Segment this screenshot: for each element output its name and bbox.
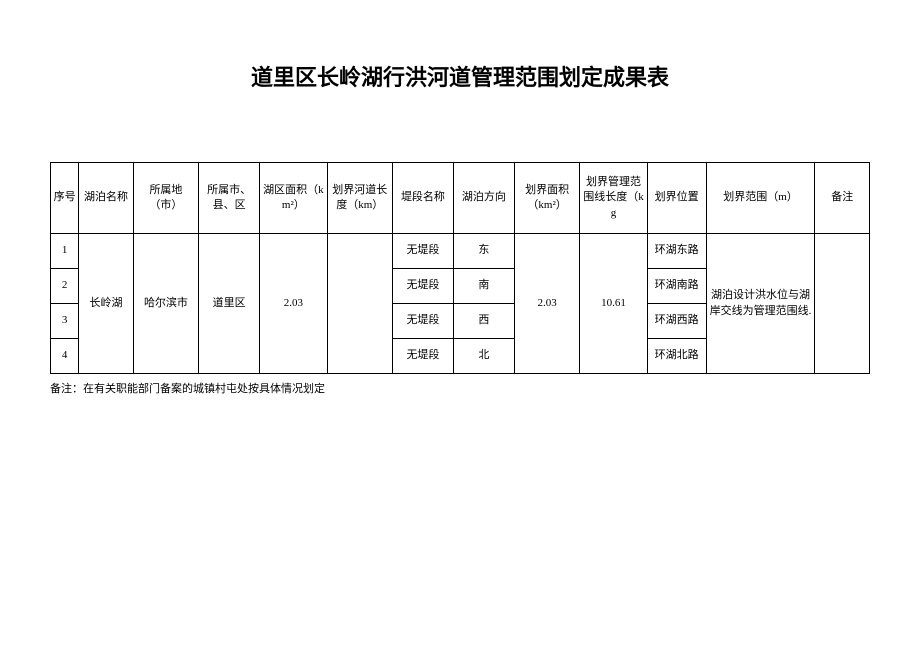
col-lake-area: 湖区面积（km²） xyxy=(260,163,328,234)
cell-city: 哈尔滨市 xyxy=(133,234,198,374)
page-title: 道里区长岭湖行洪河道管理范围划定成果表 xyxy=(50,60,870,92)
cell-direction: 南 xyxy=(453,269,514,304)
footer-note: 备注：在有关职能部门备案的城镇村屯处按具体情况划定 xyxy=(50,380,870,396)
cell-seq: 1 xyxy=(51,234,79,269)
cell-direction: 西 xyxy=(453,304,514,339)
cell-seg-name: 无堤段 xyxy=(392,269,453,304)
cell-seg-name: 无堤段 xyxy=(392,304,453,339)
cell-direction: 东 xyxy=(453,234,514,269)
table-header-row: 序号 湖泊名称 所属地（市） 所属市、县、区 湖区面积（km²） 划界河道长度（… xyxy=(51,163,870,234)
cell-boundary-area: 2.03 xyxy=(514,234,579,374)
results-table: 序号 湖泊名称 所属地（市） 所属市、县、区 湖区面积（km²） 划界河道长度（… xyxy=(50,162,870,374)
cell-direction: 北 xyxy=(453,339,514,374)
cell-position: 环湖西路 xyxy=(647,304,706,339)
col-note: 备注 xyxy=(815,163,870,234)
col-lake-name: 湖泊名称 xyxy=(79,163,133,234)
col-direction: 湖泊方向 xyxy=(453,163,514,234)
cell-river-len xyxy=(327,234,392,374)
cell-lake-area: 2.03 xyxy=(260,234,328,374)
cell-seq: 3 xyxy=(51,304,79,339)
cell-position: 环湖南路 xyxy=(647,269,706,304)
cell-position: 环湖东路 xyxy=(647,234,706,269)
cell-range: 湖泊设计洪水位与湖岸交线为管理范围线. xyxy=(706,234,815,374)
col-city: 所属地（市） xyxy=(133,163,198,234)
col-river-len: 划界河道长度（km） xyxy=(327,163,392,234)
col-county: 所属市、县、区 xyxy=(199,163,260,234)
cell-seg-name: 无堤段 xyxy=(392,234,453,269)
cell-county: 道里区 xyxy=(199,234,260,374)
col-boundary-len: 划界管理范围线长度（kg xyxy=(580,163,648,234)
cell-boundary-len: 10.61 xyxy=(580,234,648,374)
col-position: 划界位置 xyxy=(647,163,706,234)
col-seg-name: 堤段名称 xyxy=(392,163,453,234)
cell-seq: 2 xyxy=(51,269,79,304)
table-row: 1 长岭湖 哈尔滨市 道里区 2.03 无堤段 东 2.03 10.61 环湖东… xyxy=(51,234,870,269)
col-range: 划界范围（m） xyxy=(706,163,815,234)
document-page: 道里区长岭湖行洪河道管理范围划定成果表 序号 湖泊名称 所属地（市） 所属市、县… xyxy=(0,0,920,396)
cell-lake-name: 长岭湖 xyxy=(79,234,133,374)
cell-seq: 4 xyxy=(51,339,79,374)
cell-note xyxy=(815,234,870,374)
col-seq: 序号 xyxy=(51,163,79,234)
col-boundary-area: 划界面积（km²） xyxy=(514,163,579,234)
cell-seg-name: 无堤段 xyxy=(392,339,453,374)
cell-position: 环湖北路 xyxy=(647,339,706,374)
